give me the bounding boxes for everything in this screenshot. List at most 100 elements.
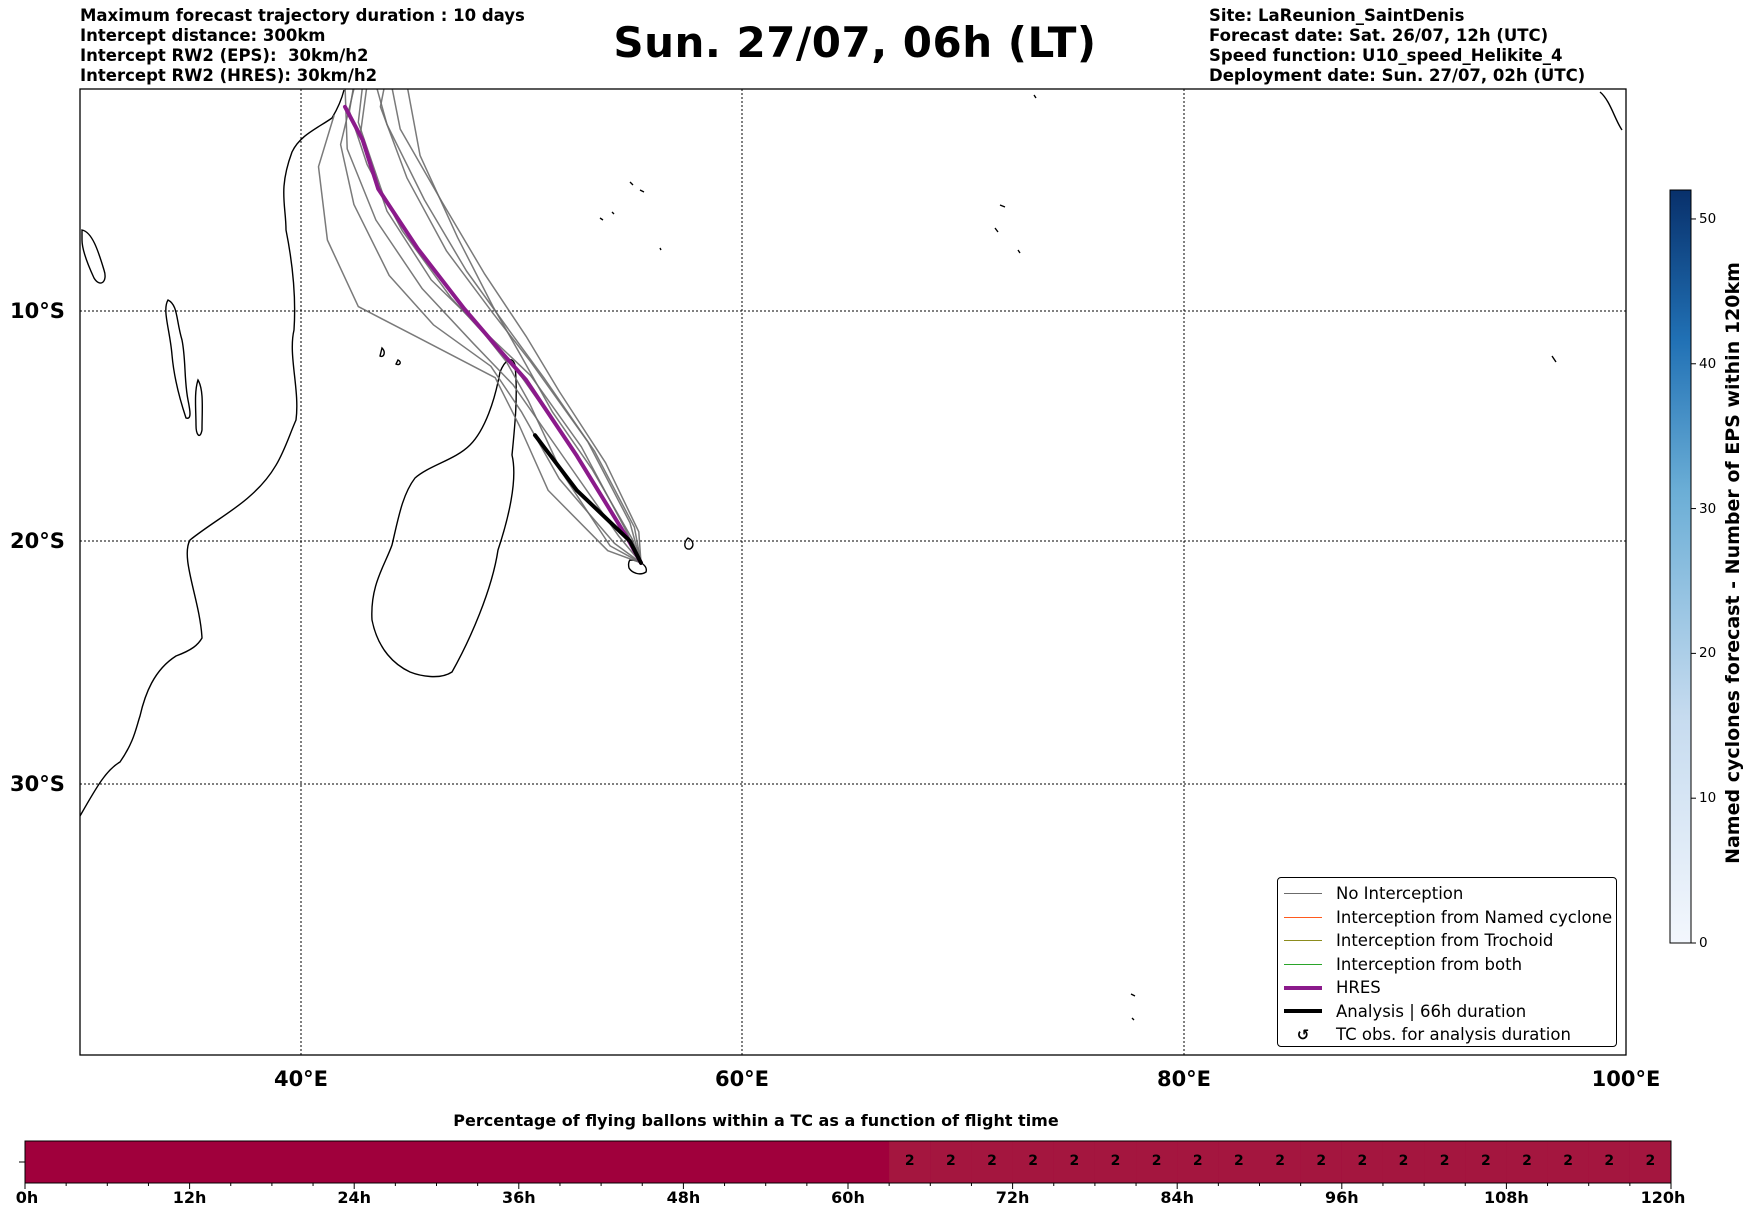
header-speed-function: Speed function: U10_speed_Helikite_4 xyxy=(1209,46,1563,65)
lake-tanganyika xyxy=(165,299,191,419)
header-forecast-date: Forecast date: Sat. 26/07, 12h (UTC) xyxy=(1209,26,1549,45)
trajectories xyxy=(317,89,643,565)
timeline-cell-label: 2 xyxy=(1398,1153,1409,1169)
legend-named-cyclone: Interception from Named cyclone xyxy=(1278,906,1616,930)
timeline-tick-label: 84h xyxy=(1160,1188,1195,1207)
eps-track-5 xyxy=(391,89,642,564)
timeline-cell-label: 2 xyxy=(1234,1153,1244,1169)
timeline-cell xyxy=(1382,1141,1425,1183)
timeline-cell xyxy=(1341,1141,1383,1183)
timeline-cell xyxy=(930,1141,972,1183)
lat-label-30s: 30°S xyxy=(10,772,65,796)
lake-malawi xyxy=(194,378,204,437)
timeline-tick-label: 48h xyxy=(666,1188,701,1207)
timeline-cell-label: 2 xyxy=(1110,1153,1121,1169)
legend-line-purple xyxy=(1284,985,1322,990)
colorbar-tick-label: 50 xyxy=(1699,210,1717,227)
map-frame xyxy=(79,88,1627,1056)
colorbar-gradient xyxy=(1669,189,1692,944)
timeline-cell-label: 2 xyxy=(1069,1153,1080,1169)
africa-coastline xyxy=(80,89,345,817)
mayotte-comoros xyxy=(379,346,401,366)
eps-track-4 xyxy=(317,114,642,564)
timeline-cell xyxy=(1053,1141,1095,1183)
timeline-cell xyxy=(1177,1141,1219,1183)
timeline-tick-label: 120h xyxy=(1640,1188,1686,1207)
timeline-tick-label: 60h xyxy=(831,1188,865,1207)
lon-label-60e: 60°E xyxy=(715,1067,769,1091)
eps-track-9 xyxy=(406,89,642,564)
colorbar-title: Named cyclones forecast - Number of EPS … xyxy=(1722,262,1744,864)
timeline-cell xyxy=(1012,1141,1054,1183)
header-intercept-hres: Intercept RW2 (HRES): 30km/h2 xyxy=(80,66,378,85)
lake-victoria xyxy=(81,229,106,284)
header-intercept-distance: Intercept distance: 300km xyxy=(80,26,326,45)
kerguelen-dots xyxy=(1130,993,1136,1021)
legend-line-green xyxy=(1284,963,1322,965)
lat-label-20s: 20°S xyxy=(10,529,65,553)
timeline-cell-label: 2 xyxy=(1028,1153,1039,1169)
map-legend: No Interception Interception from Named … xyxy=(1277,877,1617,1047)
timeline-tick-label: 12h xyxy=(172,1188,207,1207)
header-intercept-eps: Intercept RW2 (EPS): 30km/h2 xyxy=(80,46,369,65)
colorbar-tick-label: 10 xyxy=(1699,790,1717,807)
maldives-dots xyxy=(1033,91,1623,363)
timeline-cell xyxy=(1629,1141,1671,1183)
timeline-cell-label: 2 xyxy=(1563,1153,1573,1169)
timeline-cell xyxy=(1259,1141,1301,1183)
mauritius xyxy=(684,537,694,550)
timeline-cell xyxy=(1506,1141,1548,1183)
legend-no-interception: No Interception xyxy=(1278,882,1616,906)
timeline-cell-label: 2 xyxy=(1439,1153,1450,1169)
timeline-cell xyxy=(1588,1141,1630,1183)
timeline-tick-label: 72h xyxy=(995,1188,1030,1207)
legend-tc-obs: ↺ TC obs. for analysis duration xyxy=(1278,1023,1616,1047)
legend-analysis: Analysis | 66h duration xyxy=(1278,1000,1616,1024)
timeline-tick-label: 108h xyxy=(1483,1188,1529,1207)
tc-symbol-icon: ↺ xyxy=(1296,1025,1310,1044)
timeline-cell xyxy=(1465,1141,1507,1183)
timeline-cell xyxy=(1424,1141,1466,1183)
header-info-left: Maximum forecast trajectory duration : 1… xyxy=(80,6,525,86)
lon-label-40e: 40°E xyxy=(274,1067,328,1091)
chagos-dots xyxy=(994,204,1021,254)
legend-line-olive xyxy=(1284,940,1322,942)
eps-track-3 xyxy=(379,89,642,564)
seychelles-dots xyxy=(599,181,662,251)
legend-line-orange xyxy=(1284,916,1322,918)
timeline-cell-label: 2 xyxy=(987,1153,997,1169)
timeline-cell xyxy=(1218,1141,1260,1183)
colorbar-tick-label: 0 xyxy=(1699,935,1708,951)
timeline-cell-label: 2 xyxy=(1151,1153,1162,1169)
lon-label-80e: 80°E xyxy=(1157,1067,1211,1091)
timeline-cell xyxy=(971,1141,1013,1183)
lon-label-100e: 100°E xyxy=(1592,1067,1661,1091)
timeline-cell xyxy=(1094,1141,1137,1183)
colorbar-tick-label: 40 xyxy=(1699,355,1717,372)
madagascar-coastline xyxy=(371,358,517,678)
timeline-tick-label: 96h xyxy=(1324,1188,1359,1207)
header-max-duration: Maximum forecast trajectory duration : 1… xyxy=(80,6,525,25)
timeline-cell xyxy=(1547,1141,1589,1183)
timeline-cell-label: 2 xyxy=(1192,1153,1203,1169)
timeline-cell xyxy=(1300,1141,1342,1183)
legend-both: Interception from both xyxy=(1278,953,1616,977)
header-info-right: Site: LaReunion_SaintDenis Forecast date… xyxy=(1209,6,1585,86)
timeline-title: Percentage of flying ballons within a TC… xyxy=(453,1111,1059,1130)
timeline-tick-label: 0h xyxy=(15,1188,39,1207)
analysis-track xyxy=(533,433,643,565)
eps-track-1 xyxy=(376,89,642,564)
timeline-cell xyxy=(889,1141,931,1183)
gridlines xyxy=(80,89,1626,1055)
timeline-cell-label: 2 xyxy=(1275,1153,1285,1169)
timeline-tick-label: 24h xyxy=(337,1188,372,1207)
lat-label-10s: 10°S xyxy=(10,299,65,323)
timeline-cell-label: 2 xyxy=(904,1153,915,1169)
hres-track xyxy=(343,104,643,565)
timeline-cell-label: 2 xyxy=(1645,1153,1656,1169)
timeline-tick-label: 36h xyxy=(501,1188,536,1207)
colorbar-tick-label: 20 xyxy=(1699,645,1717,662)
header-site: Site: LaReunion_SaintDenis xyxy=(1209,6,1465,25)
timeline-cell-label: 2 xyxy=(946,1153,956,1169)
